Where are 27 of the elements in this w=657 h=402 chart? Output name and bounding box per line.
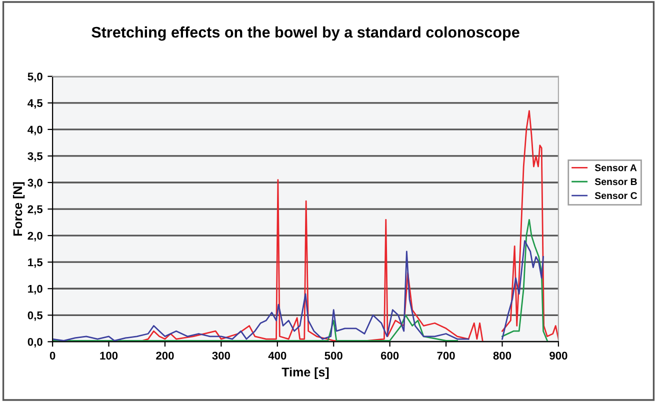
x-tick-label: 500 (324, 352, 342, 360)
y-tick-label: 5,0 (28, 72, 42, 82)
x-tick-label: 300 (212, 352, 230, 360)
y-tick-label: 1,0 (28, 284, 42, 294)
x-tick-label: 800 (493, 352, 512, 360)
y-tick-label: 0,5 (28, 311, 43, 321)
y-tick-label: 4,0 (28, 126, 42, 136)
x-tick-label: 0 (50, 352, 56, 360)
x-axis-title: Time [s] (282, 367, 329, 379)
x-tick-label: 100 (100, 352, 118, 360)
y-tick-label: 1,5 (28, 258, 43, 268)
y-tick-label: 2,0 (28, 232, 42, 242)
x-tick-label: 200 (156, 352, 174, 360)
y-tick-label: 4,5 (28, 99, 43, 109)
x-tick-label: 600 (380, 352, 399, 360)
x-tick-label: 400 (268, 352, 286, 360)
chart-title: Stretching effects on the bowel by a standard colonoscope (92, 26, 520, 41)
y-tick-label: 3,5 (28, 152, 43, 162)
y-tick-label: 3,0 (28, 178, 42, 188)
legend-label: Sensor B (594, 178, 637, 186)
x-tick-label: 900 (550, 352, 568, 360)
y-tick-label: 0,0 (28, 338, 42, 348)
y-axis-title: Force [N] (12, 182, 25, 236)
y-tick-label: 2,5 (28, 205, 43, 215)
legend-label: Sensor A (594, 164, 637, 172)
x-tick-label: 700 (437, 352, 455, 360)
legend-label: Sensor C (594, 192, 638, 200)
